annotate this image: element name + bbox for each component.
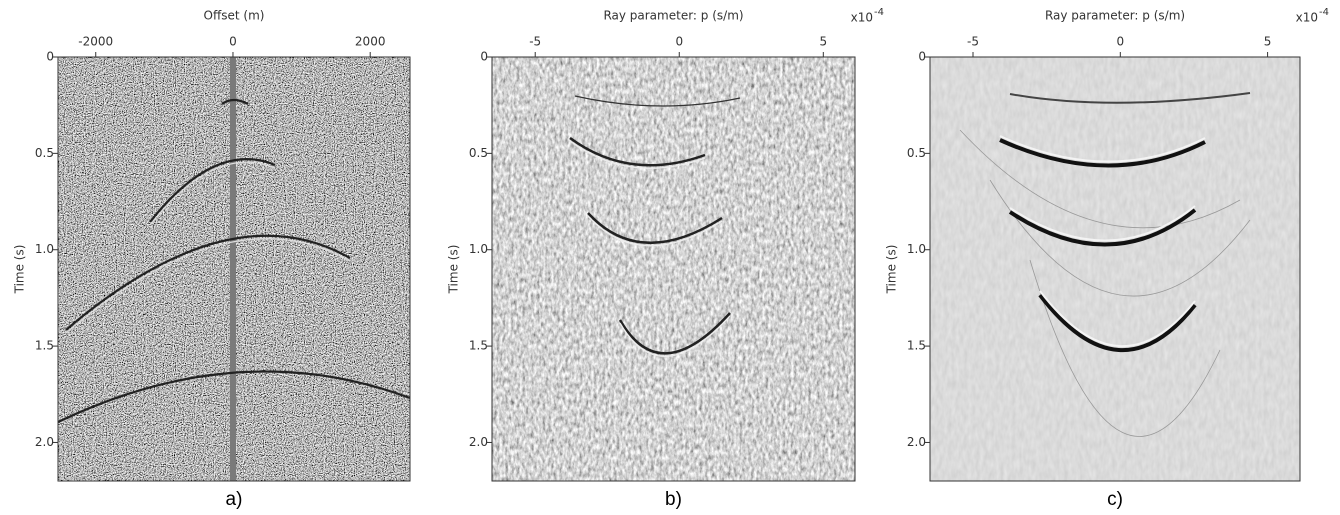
- axis-multiplier: x10: [1296, 11, 1318, 25]
- plot-frame: [491, 56, 856, 482]
- y-axis-title: Time (s): [447, 245, 461, 295]
- x-tick-label: 2000: [355, 35, 386, 49]
- plot-frame: [57, 56, 411, 482]
- x-axis-title: Ray parameter: p (s/m): [603, 9, 743, 23]
- y-tick-label: 2.0: [469, 435, 488, 449]
- caption: c): [1107, 489, 1123, 510]
- axis-multiplier-exponent: -4: [1319, 7, 1329, 18]
- x-tick-label: 0: [675, 35, 683, 49]
- y-tick-label: 1.0: [35, 242, 54, 256]
- plot-frame: [929, 56, 1301, 482]
- x-tick-label: 5: [819, 35, 827, 49]
- y-tick-label: 0.5: [907, 146, 926, 160]
- x-axis-title: Offset (m): [204, 9, 265, 23]
- y-tick-label: 0: [918, 50, 926, 64]
- caption: b): [665, 489, 682, 510]
- y-tick-label: 1.5: [907, 339, 926, 353]
- y-tick-label: 2.0: [907, 435, 926, 449]
- y-tick-label: 0: [46, 50, 54, 64]
- y-axis-title: Time (s): [885, 245, 899, 295]
- y-tick-label: 1.0: [469, 242, 488, 256]
- seismic-image: [58, 57, 410, 481]
- x-tick-label: 5: [1264, 35, 1272, 49]
- caption: a): [226, 489, 243, 510]
- x-tick-label: 0: [229, 35, 237, 49]
- axis-multiplier: x10: [851, 11, 873, 25]
- y-tick-label: 2.0: [35, 435, 54, 449]
- y-axis-title: Time (s): [13, 245, 27, 295]
- y-tick-label: 1.5: [35, 339, 54, 353]
- x-tick-label: -5: [529, 35, 541, 49]
- y-tick-label: 1.5: [469, 339, 488, 353]
- y-tick-label: 0.5: [35, 146, 54, 160]
- y-tick-label: 0: [480, 50, 488, 64]
- y-tick-label: 0.5: [469, 146, 488, 160]
- y-tick-label: 1.0: [907, 242, 926, 256]
- seismic-image: [930, 57, 1300, 481]
- x-tick-label: -5: [967, 35, 979, 49]
- seismic-image: [492, 57, 855, 481]
- x-tick-label: -2000: [78, 35, 113, 49]
- x-tick-label: 0: [1116, 35, 1124, 49]
- x-axis-title: Ray parameter: p (s/m): [1045, 9, 1185, 23]
- axis-multiplier-exponent: -4: [874, 7, 884, 18]
